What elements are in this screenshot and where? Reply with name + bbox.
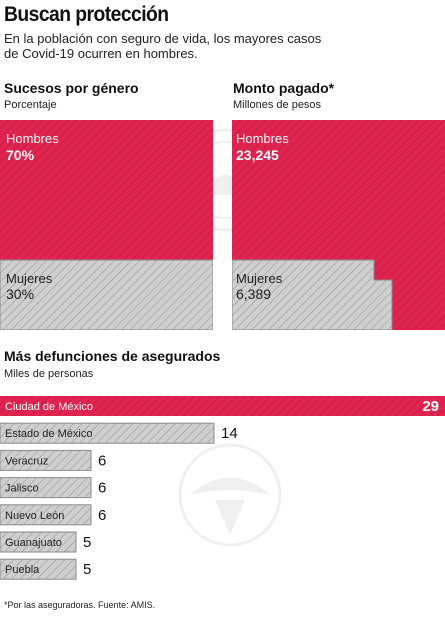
gender-events-men-value: 70% (6, 147, 35, 163)
bar-label-2: Veracruz (5, 455, 48, 467)
bar-5 (0, 531, 77, 553)
amount-paid-men-value: 23,245 (236, 147, 279, 163)
bar-label-0: Ciudad de México (5, 401, 93, 413)
deaths-chart-title: Más defunciones de asegurados (4, 348, 221, 364)
bar-0 (0, 396, 445, 416)
gender-events-women-value: 30% (6, 286, 35, 302)
amount-paid-unit: Millones de pesos (233, 99, 322, 111)
gender-events-men-label: Hombres (6, 131, 59, 146)
bar-value-5: 5 (83, 534, 91, 551)
amount-paid-women-label: Mujeres (236, 271, 283, 286)
bar-label-5: Guanajuato (5, 537, 62, 549)
bar-value-0: 29 (422, 398, 439, 415)
gender-events-unit: Porcentaje (4, 99, 57, 111)
bar-label-6: Puebla (5, 564, 40, 576)
amount-paid-chart (232, 120, 445, 330)
deaths-bar-chart: Ciudad de México 29 Estado de México 14 Vera… (0, 396, 445, 580)
gender-events-title: Sucesos por género (4, 80, 139, 96)
bar-4 (0, 504, 92, 526)
page-title: Buscan protección (4, 3, 169, 26)
bar-value-3: 6 (98, 480, 106, 497)
bar-2 (0, 449, 92, 471)
deaths-chart-unit: Miles de personas (4, 368, 94, 380)
bar-label-1: Estado de México (5, 428, 92, 440)
bar-label-3: Jalisco (5, 483, 39, 495)
bar-value-2: 6 (98, 452, 106, 469)
bar-1 (0, 422, 215, 444)
amount-paid-women-value: 6,389 (236, 286, 272, 302)
bar-value-1: 14 (221, 425, 238, 442)
gender-events-women-area (0, 259, 213, 330)
gender-events-chart (0, 120, 213, 330)
bar-3 (0, 477, 92, 499)
footnote: *Por las aseguradoras. Fuente: AMIS. (4, 600, 156, 610)
bar-6 (0, 558, 77, 580)
amount-paid-title: Monto pagado* (233, 80, 335, 96)
bar-value-4: 6 (98, 507, 106, 524)
bar-label-4: Nuevo León (5, 510, 64, 522)
watermark-eagle-icon (178, 443, 282, 547)
page-subtitle: En la población con seguro de vida, los … (4, 31, 322, 61)
gender-events-men-area (0, 120, 213, 260)
amount-paid-men-label: Hombres (236, 131, 289, 146)
amount-paid-women-area (232, 259, 393, 330)
bar-value-6: 5 (83, 561, 91, 578)
gender-events-women-label: Mujeres (6, 271, 53, 286)
